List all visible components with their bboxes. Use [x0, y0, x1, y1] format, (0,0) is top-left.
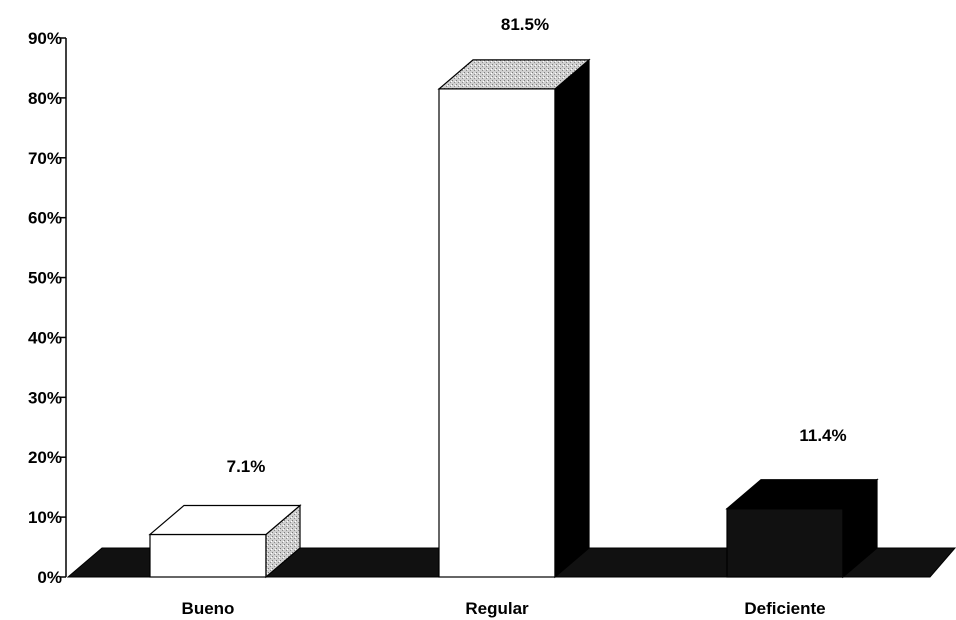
- bar-top-deficiente: [725, 479, 879, 510]
- data-label-deficiente: 11.4%: [799, 426, 846, 445]
- bar-top-bueno: [148, 504, 302, 536]
- data-label-bueno: 7.1%: [227, 457, 266, 476]
- y-tick-label: 40%: [28, 328, 62, 347]
- y-tick-label: 50%: [28, 269, 62, 288]
- bar-front-regular: [438, 88, 556, 578]
- y-tick-label: 60%: [28, 209, 62, 228]
- x-category-label-bueno: Bueno: [182, 599, 235, 618]
- y-tick-label: 70%: [28, 149, 62, 168]
- data-label-regular: 81.5%: [501, 15, 549, 34]
- bar-top-regular: [437, 59, 591, 90]
- y-tick-label: 80%: [28, 89, 62, 108]
- y-tick-label: 90%: [28, 29, 62, 48]
- y-tick-label: 10%: [28, 508, 62, 527]
- bar-front-deficiente: [726, 508, 844, 578]
- x-category-label-deficiente: Deficiente: [744, 599, 825, 618]
- x-category-label-regular: Regular: [465, 599, 529, 618]
- y-tick-label: 20%: [28, 448, 62, 467]
- y-tick-label: 30%: [28, 388, 62, 407]
- y-tick-label: 0%: [37, 568, 62, 587]
- bar-front-bueno: [149, 533, 267, 578]
- bar-side-regular: [554, 58, 590, 579]
